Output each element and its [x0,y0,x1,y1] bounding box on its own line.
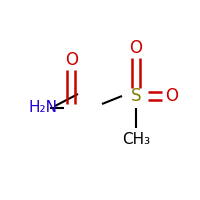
Text: O: O [166,87,179,105]
Text: H₂N: H₂N [28,100,57,116]
Text: O: O [66,51,78,69]
Text: O: O [130,39,142,57]
Text: CH₃: CH₃ [122,132,150,148]
Text: S: S [131,87,141,105]
